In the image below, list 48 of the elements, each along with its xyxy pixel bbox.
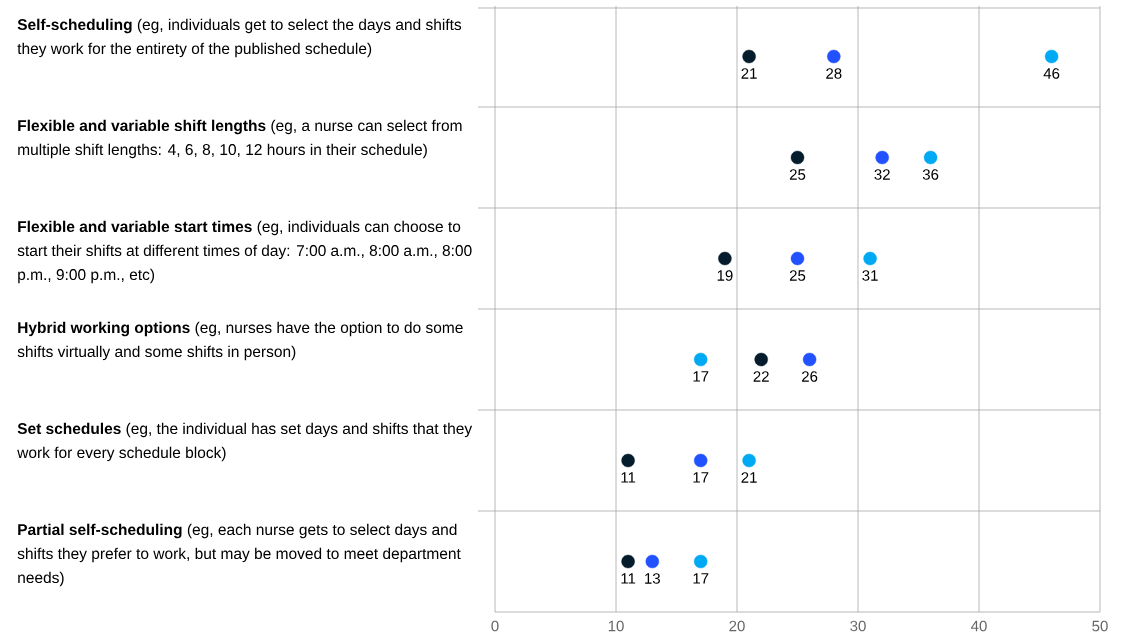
point	[694, 554, 708, 569]
x-tick-label: 30	[850, 620, 866, 632]
data-label: 36	[922, 169, 939, 180]
point	[1044, 49, 1059, 64]
point	[694, 453, 708, 468]
point	[754, 352, 768, 367]
x-tick-label: 40	[971, 620, 987, 632]
data-label: 17	[693, 371, 709, 382]
x-tick-label: 0	[491, 620, 499, 632]
point	[875, 150, 889, 165]
data-label: 11	[621, 472, 636, 483]
data-label: 25	[789, 169, 806, 180]
point	[718, 251, 732, 266]
x-tick-label: 20	[729, 620, 745, 632]
data-label: 28	[826, 68, 842, 79]
y-tick-label: Set schedules (eg, the individual has set days and shifts that they work for every schedule block)	[17, 422, 473, 462]
point	[827, 49, 841, 64]
data-label: 21	[741, 472, 757, 483]
y-tick-label: Self-scheduling (eg, individuals get to select the days and shifts they work for the entirety of the published schedule)	[17, 18, 462, 58]
data-label: 11	[621, 573, 636, 584]
x-tick-label: 10	[608, 620, 624, 632]
data-label: 32	[874, 169, 890, 180]
y-tick-label: Flexible and variable start times (eg, individuals can choose to start their shifts at different times of day: 7:00 a.m., 8:00 a.m., 8:00 p.m., 9:00 p.m., etc)	[17, 220, 472, 284]
data-label: 21	[741, 68, 757, 79]
point	[923, 150, 938, 165]
point	[790, 251, 805, 266]
point	[621, 554, 635, 569]
point	[645, 554, 659, 569]
point	[863, 251, 877, 266]
point	[621, 453, 635, 468]
y-tick-label: Flexible and variable shift lengths (eg, a nurse can select from multiple shift lengths: 4, 6, 8, 10, 12 hours in their schedule)	[18, 119, 462, 159]
data-label: 17	[693, 573, 709, 584]
data-label: 46	[1043, 68, 1060, 79]
point	[802, 352, 817, 367]
data-label: 31	[862, 270, 878, 281]
data-label: 13	[645, 573, 660, 584]
point	[790, 150, 805, 165]
point	[742, 49, 756, 64]
data-label: 19	[717, 270, 733, 281]
data-label: 25	[789, 270, 806, 281]
y-tick-label: Partial self-scheduling (eg, each nurse gets to select days and shifts they prefer to work, but may be moved to meet department needs)	[17, 523, 461, 587]
point	[742, 453, 756, 468]
y-tick-label: Hybrid working options (eg, nurses have the option to do some shifts virtually and some shifts in person)	[17, 321, 463, 361]
data-label: 17	[693, 472, 709, 483]
point	[694, 352, 708, 367]
data-label: 26	[802, 371, 818, 382]
data-label: 22	[753, 371, 769, 382]
x-tick-label: 50	[1092, 620, 1108, 632]
